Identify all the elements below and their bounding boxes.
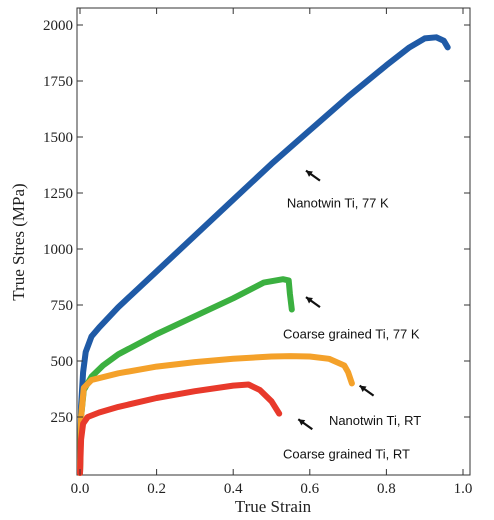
annotation-arrow-head — [298, 419, 306, 426]
x-tick-label: 0.8 — [377, 481, 396, 497]
y-tick-label: 1500 — [43, 130, 73, 146]
annotation-arrow-head — [359, 385, 367, 392]
y-tick-label: 750 — [51, 298, 74, 314]
x-tick-label: 0.6 — [300, 481, 319, 497]
y-ticks: 250 500 750 1000 1250 1500 1750 2000 — [43, 18, 470, 426]
annotation-label-4: Coarse grained Ti, RT — [283, 446, 410, 461]
x-axis-label: True Strain — [235, 497, 312, 516]
series-line-4 — [77, 381, 283, 476]
x-ticks: 0.0 0.2 0.4 0.6 0.8 1.0 — [71, 8, 473, 497]
y-tick-label: 500 — [51, 354, 74, 370]
y-tick-label: 250 — [51, 410, 74, 426]
y-axis-label: True Stres (MPa) — [9, 183, 28, 300]
x-tick-label: 0.4 — [224, 481, 243, 497]
y-tick-label: 1750 — [43, 74, 73, 90]
x-tick-label: 0.2 — [147, 481, 166, 497]
plot-frame — [76, 7, 471, 476]
annotations: Nanotwin Ti, 77 K Coarse grained Ti, 77 K… — [283, 169, 421, 461]
y-tick-label: 1000 — [43, 242, 73, 258]
series-lines — [77, 34, 451, 476]
x-tick-label: 1.0 — [454, 481, 473, 497]
series-line-1 — [77, 34, 451, 476]
y-tick-label: 2000 — [43, 18, 73, 34]
x-tick-label: 0.0 — [71, 481, 90, 497]
annotation-arrow-head — [305, 170, 313, 177]
annotation-label-1: Nanotwin Ti, 77 K — [287, 196, 389, 211]
annotation-label-3: Nanotwin Ti, RT — [329, 413, 421, 428]
annotation-label-2: Coarse grained Ti, 77 K — [283, 327, 420, 342]
annotation-arrow-head — [305, 297, 313, 304]
y-tick-label: 1250 — [43, 186, 73, 202]
series-line-3 — [77, 353, 355, 476]
